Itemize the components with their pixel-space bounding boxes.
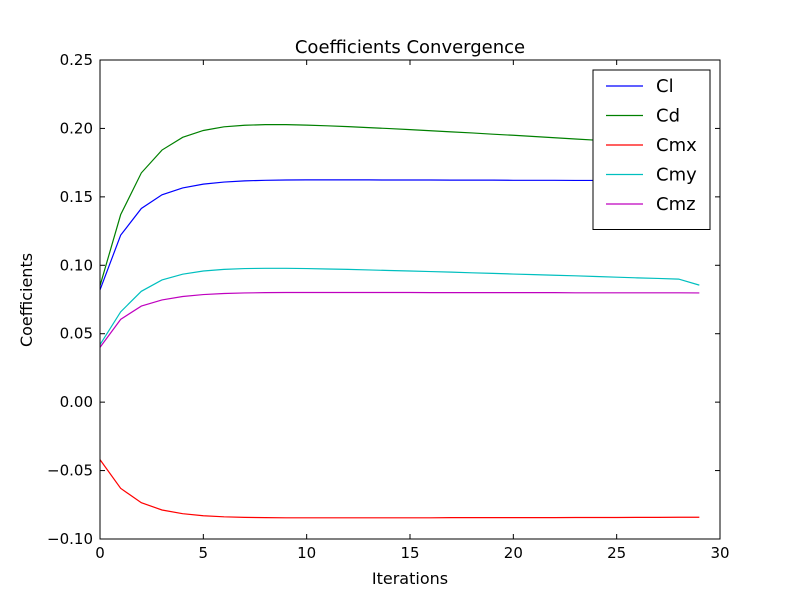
y-axis-label: Coefficients <box>17 253 36 347</box>
series-line-cmy <box>99 267 700 345</box>
legend-label-cmx: Cmx <box>656 135 697 156</box>
chart-title: Coefficients Convergence <box>295 37 525 58</box>
y-tick-label: 0.25 <box>60 51 93 69</box>
x-tick-label: 15 <box>400 544 419 562</box>
x-tick-label: 5 <box>199 544 209 562</box>
y-tick-label: 0.15 <box>60 188 93 206</box>
x-tick-label: 10 <box>297 544 316 562</box>
legend-label-cl: Cl <box>656 76 674 97</box>
y-tick-label: 0.10 <box>60 256 93 274</box>
x-tick-label: 30 <box>710 544 729 562</box>
x-axis-label: Iterations <box>372 569 448 588</box>
y-tick-label: 0.00 <box>60 393 93 411</box>
y-tick-label: 0.20 <box>60 119 93 137</box>
legend-label-cmz: Cmz <box>656 194 696 215</box>
legend-box <box>592 69 711 230</box>
x-tick-label: 0 <box>95 544 105 562</box>
series-line-cmx <box>99 459 700 519</box>
y-tick-label: 0.05 <box>60 325 93 343</box>
y-tick-label: −0.05 <box>47 462 93 480</box>
legend-label-cmy: Cmy <box>656 165 697 186</box>
legend: Cl Cd Cmx Cmy Cmz <box>592 69 711 230</box>
y-tick-label: −0.10 <box>47 530 93 548</box>
legend-label-cd: Cd <box>656 106 680 127</box>
x-tick-label: 25 <box>607 544 626 562</box>
ticks-layer: 0 5 10 15 20 25 30 −0.10 −0.05 0.00 0.05 0.10 0.15 0.… <box>47 51 730 562</box>
x-tick-label: 20 <box>504 544 523 562</box>
series-line-cmz <box>99 291 700 348</box>
